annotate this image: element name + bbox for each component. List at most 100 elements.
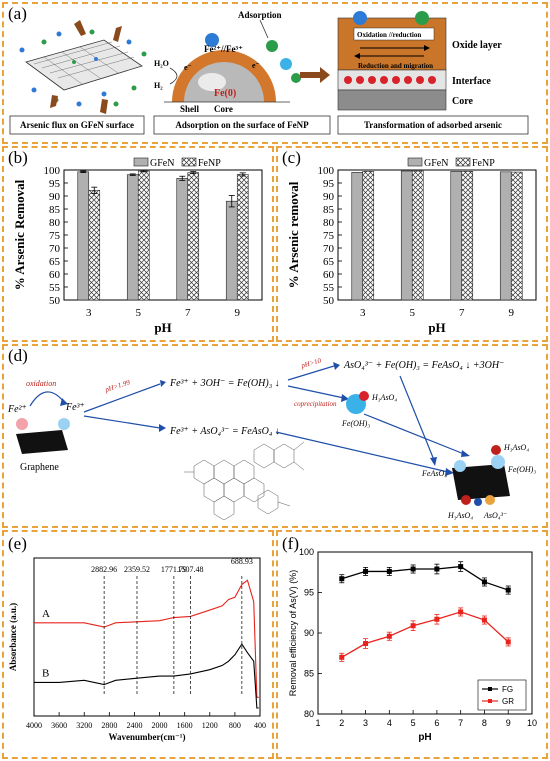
x-tick-label: 2 [339, 718, 344, 728]
data-point-fg [339, 576, 345, 582]
data-point-fg [386, 568, 392, 574]
h3aso4-bottom-label: H₃AsO₄ [447, 511, 473, 520]
fe3-ion-dot [58, 418, 70, 430]
panel-f [276, 530, 548, 759]
shell-label: Shell [180, 104, 200, 114]
bar-fenp [137, 170, 150, 301]
core-label: Core [214, 104, 233, 114]
aso4-dot-bottom [485, 495, 495, 505]
legend-label-gr: GR [502, 697, 514, 706]
legend-label-gfen: GFeN [424, 158, 448, 169]
peak-label: 1507.48 [177, 565, 203, 574]
series-line-fg [341, 565, 509, 591]
x-axis-label: Wavenumber(cm⁻¹) [109, 732, 186, 742]
equation-1: Fe³⁺ + 3OH⁻ = Fe(OH)₃ ↓ [169, 378, 280, 389]
data-point-fg [458, 564, 464, 570]
y-tick-label: 55 [49, 282, 61, 294]
h2-label: H₂ [154, 81, 163, 90]
y-tick-label: 60 [49, 269, 61, 281]
series-label-a: A [42, 608, 50, 620]
x-tick-label: 9 [506, 718, 511, 728]
legend-swatch-fenp [455, 157, 471, 167]
h3aso4-dot-bottom [461, 495, 471, 505]
bar-fenp [510, 171, 523, 301]
y-axis-label: % Arsenic Removal [12, 179, 27, 290]
x-tick-label: 2000 [152, 721, 168, 730]
x-tick-label: 2800 [101, 721, 117, 730]
x-tick-label: 7 [185, 307, 191, 319]
data-point-gr [339, 654, 345, 660]
y-tick-label: 90 [304, 628, 314, 638]
feaso4-sphere [454, 460, 466, 472]
x-tick-label: 3200 [76, 721, 92, 730]
bar-gfen [176, 178, 189, 301]
y-tick-label: 65 [49, 256, 61, 268]
feoh3-label: Fe(OH)₃ [341, 419, 370, 428]
interface-label: Interface [452, 76, 491, 87]
ph10-label: pH>10 [299, 357, 322, 371]
x-tick-label: 7 [458, 718, 463, 728]
legend-label-gfen: GFeN [150, 158, 174, 169]
oxidation-reduction-label: Oxidation //reduction [357, 31, 421, 39]
peak-label: 688.93 [231, 557, 253, 566]
y-tick-label: 80 [323, 217, 335, 229]
panel-a [2, 2, 548, 144]
adsorbed-green-dot [266, 40, 278, 52]
bar-fenp [187, 172, 200, 301]
x-tick-label: 400 [254, 721, 266, 730]
feoh3-sphere-right [491, 455, 505, 469]
x-tick-label: 2400 [126, 721, 142, 730]
feoh3-right-label: Fe(OH)₃ [507, 465, 536, 474]
core-block [337, 89, 447, 111]
bar-gfen [126, 174, 139, 301]
data-point-fg [505, 587, 511, 593]
graphene-block-right [452, 464, 510, 500]
y-tick-label: 100 [299, 547, 314, 557]
fe2-label: Fe²⁺ [7, 404, 27, 415]
transfer-arrow [300, 67, 330, 83]
y-tick-label: 50 [323, 295, 335, 307]
adsorption-label: Adsorption [238, 10, 282, 20]
y-axis-label: Absorbance (a.u.) [8, 603, 18, 671]
bar-fenp [461, 170, 474, 301]
y-tick-label: 75 [49, 230, 61, 242]
panel-b [2, 146, 274, 342]
graphene-label: Graphene [20, 462, 59, 473]
x-axis-label: pH [428, 320, 445, 335]
blue-dot-bottom [474, 498, 482, 506]
panel-c-label: (c) [282, 148, 301, 167]
legend-label-fenp: FeNP [472, 158, 495, 169]
bar-gfen [77, 171, 90, 301]
data-point-fg [363, 568, 369, 574]
adsorbed-blue-dot [205, 33, 219, 47]
bar-fenp [88, 189, 101, 301]
y-tick-label: 80 [304, 709, 314, 719]
peak-label: 2359.52 [124, 565, 150, 574]
x-tick-label: 5 [411, 718, 416, 728]
legend-label-fg: FG [502, 685, 513, 694]
data-point-gr [458, 609, 464, 615]
y-tick-label: 65 [323, 256, 335, 268]
oxide-layer-label: Oxide layer [452, 40, 502, 51]
bar-fenp [236, 174, 249, 301]
x-tick-label: 5 [410, 307, 416, 319]
x-tick-label: 8 [482, 718, 487, 728]
graphene-sheet-illustration [25, 39, 143, 91]
bar-gfen [499, 171, 512, 301]
panel-b-label: (b) [8, 148, 28, 167]
y-tick-label: 90 [323, 191, 335, 203]
h3aso4-right-label: H₃AsO₄ [503, 443, 529, 452]
adsorbed-blue-dot [280, 58, 292, 70]
x-tick-label: 1200 [202, 721, 218, 730]
bar-fenp [362, 170, 375, 301]
panel-a-label: (a) [8, 4, 27, 23]
data-point-fg [434, 566, 440, 572]
x-tick-label: 4000 [26, 721, 42, 730]
x-tick-label: 6 [434, 718, 439, 728]
legend-box [477, 679, 527, 711]
panel-f-label: (f) [282, 534, 299, 553]
fe3-label: Fe³⁺ [65, 402, 85, 413]
bar-gfen [400, 170, 413, 301]
x-tick-label: 10 [527, 718, 537, 728]
